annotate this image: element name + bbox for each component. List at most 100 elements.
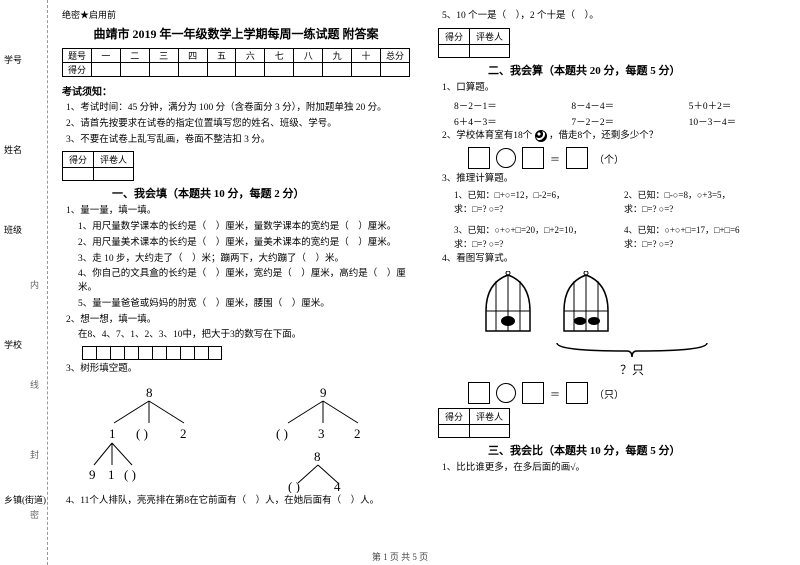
square-box[interactable] xyxy=(566,147,588,169)
side-label: 班级 xyxy=(4,225,22,236)
mini-score-table: 得分评卷人 xyxy=(62,151,134,181)
mini-score-cell: 得分 xyxy=(439,409,470,425)
binding-margin: 学号 姓名 班级 学校 乡镇(街道) 内 线 封 密 xyxy=(0,0,48,565)
circle-box[interactable] xyxy=(496,383,516,403)
question: 4、11个人排队，亮亮排在第8在它前面有（ ）人，在她后面有（ ）人。 xyxy=(66,495,410,509)
question: 1、比比谁更多，在多后面的画√。 xyxy=(442,462,786,476)
section-2-title: 二、我会算（本题共 20 分，每题 5 分） xyxy=(488,62,786,78)
svg-text:( ): ( ) xyxy=(124,467,136,482)
svg-text:8: 8 xyxy=(314,449,321,464)
tree-2: 9 ( ) 3 2 8 ( ) 4 xyxy=(258,383,388,493)
question-sub: 1、用尺量数学课本的长约是（ ）厘米，量数学课本的宽约是（ ）厘米。 xyxy=(78,221,410,235)
notice-item: 3、不要在试卷上乱写乱画，卷面不整洁扣 3 分。 xyxy=(66,134,410,148)
score-table: 题号 一 二 三 四 五 六 七 八 九 十 总分 得分 xyxy=(62,48,410,77)
unit-label: （只） xyxy=(594,386,624,401)
section-1-title: 一、我会填（本题共 10 分，每题 2 分） xyxy=(112,185,410,201)
tree-1: 8 1( )2 91( ) xyxy=(84,383,214,493)
svg-text:( ): ( ) xyxy=(276,426,288,441)
left-column: 绝密★启用前 曲靖市 2019 年一年级数学上学期每周一练试题 附答案 题号 一… xyxy=(48,0,424,565)
circle-box[interactable] xyxy=(496,148,516,168)
unit-label: （个） xyxy=(594,151,624,166)
question-sub: 2、用尺量美术课本的长约是（ ）厘米，量美术课本的宽约是（ ）厘米。 xyxy=(78,237,410,251)
equation-row: 6＋4－3＝ 7－2－2＝ 10－3－4＝ xyxy=(454,114,786,128)
square-box[interactable] xyxy=(522,147,544,169)
cut-mark: 线 xyxy=(28,380,41,395)
square-box[interactable] xyxy=(566,382,588,404)
question: 4、看图写算式。 xyxy=(442,253,786,267)
question-sub: 4、你自己的文具盒的长约是（ ）厘米，宽约是（ ）厘米，高约是（ ）厘米。 xyxy=(78,268,410,296)
birdcage-icon xyxy=(556,271,616,339)
known-item: 2、已知：□-○=8，○+3=5，求：□=? ○=? xyxy=(624,189,764,216)
brace xyxy=(478,341,786,361)
question-sub: 5、量一量爸爸或妈妈的肘宽（ ）厘米，腰围（ ）厘米。 xyxy=(78,298,410,312)
equation: 8－2－1＝ xyxy=(454,98,551,112)
mini-score-cell: 得分 xyxy=(63,152,94,168)
known-item: 3、已知：○+○+□=20，□+2=10，求：□=? ○=? xyxy=(454,224,594,251)
question: 3、树形填空题。 xyxy=(66,363,410,377)
mini-score-table: 得分评卷人 xyxy=(438,28,510,58)
birdcage-icon xyxy=(478,271,538,339)
side-label: 姓名 xyxy=(4,145,22,156)
equals: ＝ xyxy=(550,151,560,166)
question: 2、想一想，填一填。 xyxy=(66,314,410,328)
mini-score-cell: 评卷人 xyxy=(470,409,510,425)
score-cell: 九 xyxy=(323,49,352,63)
side-label: 乡镇(街道) xyxy=(4,495,46,506)
mini-score-cell: 评卷人 xyxy=(470,28,510,44)
svg-text:1: 1 xyxy=(109,426,116,441)
notice-item: 2、请首先按要求在试卷的指定位置填写您的姓名、班级、学号。 xyxy=(66,118,410,132)
question: 1、量一量，填一填。 xyxy=(66,205,410,219)
mini-score-cell: 评卷人 xyxy=(94,152,134,168)
svg-text:9: 9 xyxy=(320,385,327,400)
equation: 8－4－4＝ xyxy=(571,98,668,112)
svg-text:( ): ( ) xyxy=(288,479,300,493)
mini-score-cell: 得分 xyxy=(439,28,470,44)
known-grid: 1、已知：□+○=12，□-2=6，求：□=? ○=? 2、已知：□-○=8，○… xyxy=(454,189,786,251)
question: 1、口算题。 xyxy=(442,82,786,96)
bird-cages xyxy=(478,271,786,339)
score-cell: 得分 xyxy=(63,63,92,77)
score-cell: 八 xyxy=(294,49,323,63)
square-box[interactable] xyxy=(468,382,490,404)
equation-row: 8－2－1＝ 8－4－4＝ 5＋0＋2＝ xyxy=(454,98,786,112)
score-cell: 一 xyxy=(91,49,120,63)
score-cell[interactable] xyxy=(91,63,120,77)
square-box[interactable] xyxy=(522,382,544,404)
cut-mark: 内 xyxy=(28,280,41,295)
shape-equation[interactable]: ＝ （个） xyxy=(468,147,786,169)
shape-equation[interactable]: ＝ （只） xyxy=(468,382,786,404)
cut-mark: 密 xyxy=(28,510,41,525)
known-item: 1、已知：□+○=12，□-2=6，求：□=? ○=? xyxy=(454,189,594,216)
equation: 7－2－2＝ xyxy=(571,114,668,128)
notice-item: 1、考试时间：45 分钟，满分为 100 分（含卷面分 3 分），附加题单独 2… xyxy=(66,102,410,116)
confidential-label: 绝密★启用前 xyxy=(62,8,410,21)
score-cell: 六 xyxy=(236,49,265,63)
svg-text:4: 4 xyxy=(334,479,341,493)
right-column: 5、10 个一是（ ），2 个十是（ ）。 得分评卷人 二、我会算（本题共 20… xyxy=(424,0,800,565)
page-footer: 第 1 页 共 5 页 xyxy=(0,550,800,563)
side-label: 学号 xyxy=(4,55,22,66)
score-cell: 五 xyxy=(207,49,236,63)
equals: ＝ xyxy=(550,386,560,401)
equation: 6＋4－3＝ xyxy=(454,114,551,128)
question: 5、10 个一是（ ），2 个十是（ ）。 xyxy=(442,10,786,24)
svg-text:2: 2 xyxy=(180,426,187,441)
answer-boxes[interactable] xyxy=(82,346,410,360)
score-cell: 四 xyxy=(178,49,207,63)
notice-head: 考试须知： xyxy=(62,83,410,98)
equation: 10－3－4＝ xyxy=(689,114,786,128)
score-cell: 二 xyxy=(120,49,149,63)
page: 学号 姓名 班级 学校 乡镇(街道) 内 线 封 密 绝密★启用前 曲靖市 20… xyxy=(0,0,800,565)
brace-label: ？只 xyxy=(478,361,786,378)
cut-mark: 封 xyxy=(28,450,41,465)
square-box[interactable] xyxy=(468,147,490,169)
question: 3、推理计算题。 xyxy=(442,173,786,187)
score-cell: 十 xyxy=(352,49,381,63)
question-sub: 在8、4、7、1、2、3、10中，把大于3的数写在下面。 xyxy=(78,329,410,343)
equation: 5＋0＋2＝ xyxy=(689,98,786,112)
soccer-ball-icon xyxy=(535,130,547,142)
svg-text:( ): ( ) xyxy=(136,426,148,441)
svg-text:3: 3 xyxy=(318,426,325,441)
svg-text:2: 2 xyxy=(354,426,361,441)
exam-title: 曲靖市 2019 年一年级数学上学期每周一练试题 附答案 xyxy=(62,25,410,42)
